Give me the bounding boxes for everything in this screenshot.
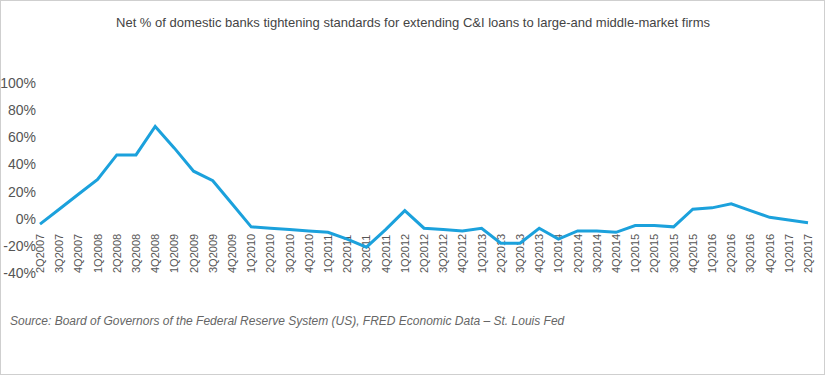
x-tick-label: 4Q2011 bbox=[380, 235, 392, 273]
x-tick-label: 4Q2012 bbox=[456, 234, 468, 273]
x-tick-label: 4Q2016 bbox=[764, 234, 776, 273]
x-tick-label: 1Q2015 bbox=[629, 234, 641, 273]
x-tick-label: 3Q2014 bbox=[591, 234, 603, 273]
x-tick-label: 1Q2011 bbox=[322, 235, 334, 273]
y-tick-label: 60% bbox=[8, 129, 36, 145]
y-tick-label: 20% bbox=[8, 184, 36, 200]
x-tick-label: 2Q2007 bbox=[34, 234, 46, 273]
x-tick-label: 1Q2009 bbox=[168, 234, 180, 273]
x-tick-label: 2Q2010 bbox=[264, 234, 276, 273]
x-tick-label: 4Q2007 bbox=[72, 234, 84, 273]
x-tick-label: 4Q2008 bbox=[149, 234, 161, 273]
x-tick-label: 1Q2010 bbox=[245, 234, 257, 273]
plot-area bbox=[40, 126, 808, 247]
y-tick-label: 100% bbox=[0, 75, 36, 91]
x-tick-label: 2Q2016 bbox=[725, 234, 737, 273]
x-tick-label: 4Q2015 bbox=[687, 234, 699, 273]
x-tick-label: 2Q2012 bbox=[418, 234, 430, 273]
title: Net % of domestic banks tightening stand… bbox=[116, 15, 710, 30]
x-tick-label: 1Q2017 bbox=[783, 234, 795, 273]
x-tick-label: 2Q2017 bbox=[802, 234, 814, 273]
x-tick-label: 1Q2008 bbox=[92, 234, 104, 273]
x-tick-label: 1Q2016 bbox=[706, 234, 718, 273]
x-tick-label: 3Q2016 bbox=[744, 234, 756, 273]
x-tick-label: 3Q2009 bbox=[207, 234, 219, 273]
y-tick-label: -40% bbox=[3, 265, 36, 281]
frame bbox=[1, 1, 825, 375]
x-tick-label: 3Q2007 bbox=[53, 234, 65, 273]
x-tick-label: 2Q2009 bbox=[188, 234, 200, 273]
x-tick-label: 3Q2010 bbox=[284, 234, 296, 273]
line bbox=[40, 126, 808, 247]
chart: Net % of domestic banks tightening stand… bbox=[0, 0, 825, 375]
x-tick-label: 4Q2009 bbox=[226, 234, 238, 273]
x-tick-label: 4Q2014 bbox=[610, 234, 622, 273]
y-tick-label: -20% bbox=[3, 238, 36, 254]
x-tick-label: 2Q2008 bbox=[111, 234, 123, 273]
y-tick-label: 40% bbox=[8, 156, 36, 172]
x-tick-label: 2Q2015 bbox=[648, 234, 660, 273]
x-tick-label: 3Q2008 bbox=[130, 234, 142, 273]
x-tick-label: 3Q2015 bbox=[668, 234, 680, 273]
x-tick-label: 3Q2011 bbox=[360, 235, 372, 273]
x-tick-label: 3Q2012 bbox=[437, 234, 449, 273]
x-tick-label: 1Q2013 bbox=[476, 234, 488, 273]
x-tick-label: 4Q2010 bbox=[303, 234, 315, 273]
source: Source: Board of Governors of the Federa… bbox=[10, 314, 565, 328]
x-tick-label: 1Q2012 bbox=[399, 234, 411, 273]
x-tick-label: 2Q2014 bbox=[572, 234, 584, 273]
y-tick-label: 0% bbox=[16, 211, 36, 227]
y-tick-label: 80% bbox=[8, 102, 36, 118]
x-tick-label: 4Q2013 bbox=[533, 234, 545, 273]
